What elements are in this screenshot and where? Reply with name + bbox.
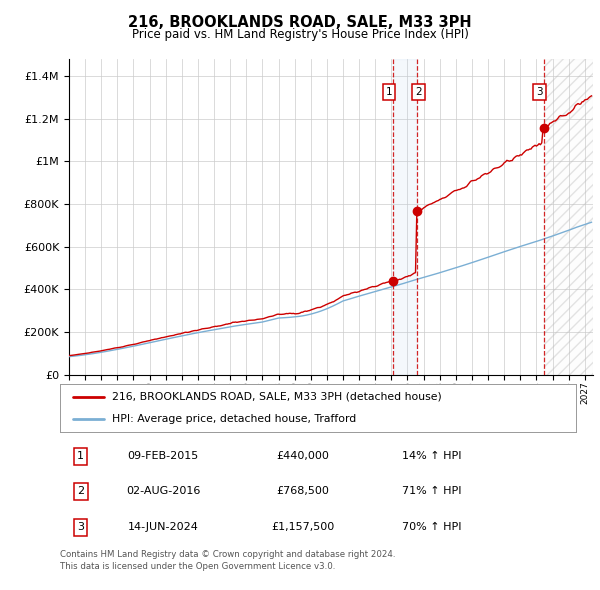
Text: Price paid vs. HM Land Registry's House Price Index (HPI): Price paid vs. HM Land Registry's House …: [131, 28, 469, 41]
Text: 216, BROOKLANDS ROAD, SALE, M33 3PH: 216, BROOKLANDS ROAD, SALE, M33 3PH: [128, 15, 472, 30]
Text: £768,500: £768,500: [276, 486, 329, 496]
Text: £1,157,500: £1,157,500: [271, 522, 334, 532]
Text: 2: 2: [415, 87, 422, 97]
Text: 2: 2: [77, 486, 84, 496]
Text: 14-JUN-2024: 14-JUN-2024: [128, 522, 199, 532]
Text: 1: 1: [386, 87, 392, 97]
Text: £440,000: £440,000: [276, 451, 329, 461]
Text: 70% ↑ HPI: 70% ↑ HPI: [402, 522, 461, 532]
Bar: [393, 59, 417, 375]
Text: 02-AUG-2016: 02-AUG-2016: [126, 486, 200, 496]
Text: Contains HM Land Registry data © Crown copyright and database right 2024.
This d: Contains HM Land Registry data © Crown c…: [60, 550, 395, 571]
Text: 71% ↑ HPI: 71% ↑ HPI: [402, 486, 461, 496]
Bar: [544, 59, 593, 375]
Bar: [544, 59, 593, 375]
Text: 3: 3: [77, 522, 84, 532]
Text: 1: 1: [77, 451, 84, 461]
Text: 216, BROOKLANDS ROAD, SALE, M33 3PH (detached house): 216, BROOKLANDS ROAD, SALE, M33 3PH (det…: [112, 392, 442, 402]
Text: 14% ↑ HPI: 14% ↑ HPI: [402, 451, 461, 461]
Text: HPI: Average price, detached house, Trafford: HPI: Average price, detached house, Traf…: [112, 414, 356, 424]
Text: 3: 3: [536, 87, 543, 97]
Text: 09-FEB-2015: 09-FEB-2015: [128, 451, 199, 461]
